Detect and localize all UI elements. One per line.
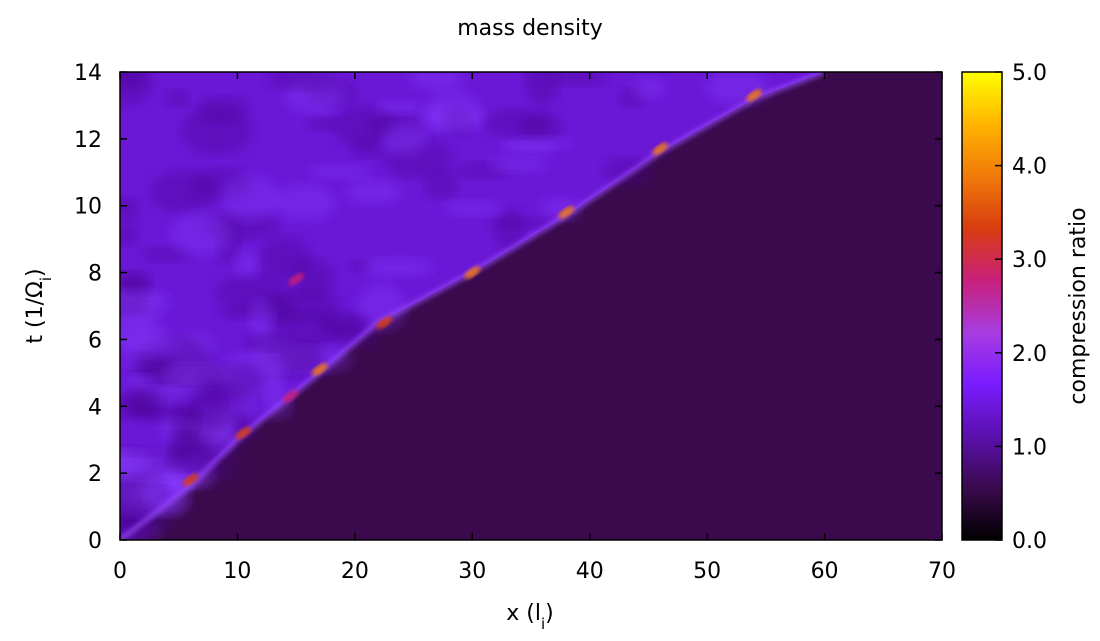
- heatmap-texture-blob: [632, 76, 667, 100]
- shock-front: [120, 72, 826, 540]
- plot-frame: [119, 71, 943, 541]
- x-tick-label: 50: [693, 559, 721, 584]
- chart-title: mass density: [457, 16, 603, 41]
- heatmap-texture-blob: [306, 164, 373, 180]
- colorbar-tick-label: 4.0: [1012, 155, 1047, 180]
- heatmap-texture-blob: [195, 362, 268, 396]
- colorbar-tick-label: 0.0: [1012, 529, 1047, 554]
- heatmap-texture-blob: [375, 99, 422, 115]
- hot-spot: [182, 473, 199, 486]
- heatmap-texture-blob: [499, 142, 556, 156]
- y-tick-label: 14: [74, 61, 102, 86]
- x-tick-label: 60: [811, 559, 839, 584]
- hot-spot: [288, 273, 304, 286]
- heatmap-plot-area: [120, 72, 942, 540]
- x-tick-label: 0: [113, 559, 127, 584]
- x-tick-label: 70: [928, 559, 956, 584]
- heatmap-texture-blob: [145, 472, 190, 515]
- heatmap-texture-blob: [248, 300, 275, 339]
- hot-spot: [282, 390, 298, 403]
- heatmap-texture-blob: [485, 108, 550, 138]
- heatmap-texture-blob: [120, 197, 140, 221]
- heatmap-texture-blob: [524, 72, 560, 106]
- heatmap-texture-blob: [120, 72, 153, 106]
- heatmap-texture-blob: [419, 105, 486, 131]
- x-tick-label: 10: [223, 559, 251, 584]
- heatmap-texture-blob: [357, 283, 406, 330]
- colorbar-tick-label: 5.0: [1012, 61, 1047, 86]
- colorbar-label: compression ratio: [1066, 207, 1091, 404]
- hot-spot: [235, 426, 252, 440]
- heatmap-texture-blob: [424, 170, 458, 199]
- heatmap-texture-blob: [361, 257, 436, 278]
- heatmap-texture-blob: [221, 174, 280, 222]
- heatmap-texture-blob: [408, 72, 464, 91]
- hot-spot: [746, 89, 762, 102]
- heatmap-texture-blob: [169, 211, 233, 256]
- colorbar-tick-label: 3.0: [1012, 248, 1047, 273]
- x-tick-label: 30: [458, 559, 486, 584]
- heatmap-texture-blob: [175, 438, 238, 470]
- y-tick-label: 6: [88, 328, 102, 353]
- colorbar: [961, 71, 1003, 541]
- heatmap-texture-blob: [120, 330, 177, 358]
- hot-spot: [464, 266, 481, 279]
- heatmap-texture-blob: [120, 222, 139, 246]
- heatmap-texture-blob: [305, 117, 341, 132]
- x-tick-label: 20: [341, 559, 369, 584]
- y-tick-label: 12: [74, 128, 102, 153]
- hot-spot: [376, 316, 392, 329]
- hot-spot: [311, 363, 328, 376]
- heatmap-texture-blob: [164, 90, 190, 108]
- heatmap-texture-blob: [120, 458, 163, 472]
- heatmap-texture-blob: [490, 216, 556, 230]
- heatmap-texture-blob: [124, 373, 156, 389]
- hot-spot: [558, 206, 574, 219]
- heatmap-texture-blob: [487, 157, 549, 173]
- y-axis-label: t (1/Ωi): [23, 268, 55, 343]
- heatmap-texture-blob: [266, 289, 342, 321]
- heatmap-texture-blob: [442, 199, 504, 217]
- x-axis-label: x (li): [506, 601, 553, 633]
- heatmap-texture-blob: [267, 72, 335, 91]
- colorbar-tick-label: 2.0: [1012, 342, 1047, 367]
- y-tick-label: 8: [88, 262, 102, 287]
- heatmap-texture-blob: [233, 249, 260, 278]
- heatmap-texture-blob: [316, 310, 367, 339]
- y-tick-label: 10: [74, 195, 102, 220]
- y-tick-label: 4: [88, 395, 102, 420]
- heatmap-texture-blob: [381, 122, 427, 156]
- heatmap-texture-blob: [345, 179, 402, 206]
- heatmap-texture-blob: [197, 95, 249, 123]
- heatmap-texture-blob: [243, 333, 290, 352]
- heatmap-texture-blob: [120, 289, 160, 327]
- heatmap-texture-blob: [141, 246, 190, 262]
- y-tick-label: 0: [88, 529, 102, 554]
- heatmap-texture-blob: [126, 385, 165, 421]
- heatmap-texture-blob: [546, 72, 607, 86]
- heatmap-texture-blob: [191, 390, 226, 437]
- heatmap-texture-blob: [133, 352, 169, 374]
- y-tick-label: 2: [88, 462, 102, 487]
- heatmap-texture-blob: [272, 183, 337, 222]
- x-tick-label: 40: [576, 559, 604, 584]
- hot-spot: [652, 142, 668, 155]
- colorbar-tick-label: 1.0: [1012, 435, 1047, 460]
- heatmap-texture-blob: [333, 105, 396, 146]
